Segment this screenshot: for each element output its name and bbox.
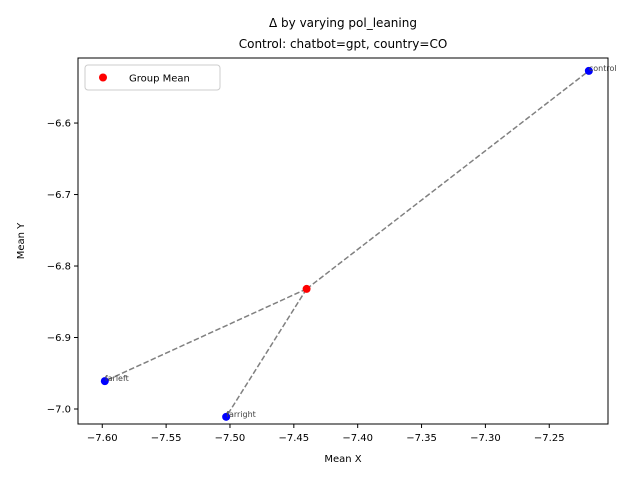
y-tick-label: −6.8: [47, 262, 71, 273]
point-label-farright: farright: [226, 410, 256, 419]
y-axis-ticks: −7.0 −6.9 −6.8 −6.7 −6.6: [47, 119, 78, 415]
y-axis-label: Mean Y: [16, 222, 27, 259]
data-point-control: [584, 66, 593, 75]
legend-marker-group-mean: [99, 73, 107, 82]
x-tick-label: −7.55: [151, 433, 182, 444]
group-mean-point: [302, 284, 311, 293]
chart-subtitle: Control: chatbot=gpt, country=CO: [239, 37, 448, 51]
chart-title: Δ by varying pol_leaning: [269, 16, 417, 30]
x-axis-label: Mean X: [324, 454, 361, 465]
legend-label-group-mean: Group Mean: [129, 74, 190, 85]
x-tick-label: −7.45: [279, 433, 310, 444]
point-label-farleft: farleft: [105, 374, 129, 383]
point-label-control: control: [589, 64, 617, 73]
plot-layer: control farleft farright: [100, 64, 617, 421]
data-point-farleft: [100, 377, 109, 386]
connector-line-farleft: [104, 288, 307, 382]
x-tick-label: −7.35: [406, 433, 437, 444]
y-tick-label: −6.6: [47, 119, 71, 130]
x-tick-label: −7.25: [534, 433, 565, 444]
x-tick-label: −7.30: [470, 433, 501, 444]
x-axis-ticks: −7.60 −7.55 −7.50 −7.45 −7.40 −7.35 −7.30 −7.25: [87, 424, 565, 444]
x-tick-label: −7.50: [215, 433, 246, 444]
y-tick-label: −6.7: [47, 190, 71, 201]
y-tick-label: −7.0: [47, 404, 71, 415]
data-point-farright: [222, 412, 231, 421]
y-tick-label: −6.9: [47, 333, 71, 344]
connector-line-control: [306, 70, 590, 290]
x-tick-label: −7.40: [342, 433, 373, 444]
x-tick-label: −7.60: [87, 433, 118, 444]
legend-box: [84, 64, 221, 91]
plot-frame: [77, 57, 609, 425]
connector-line-farright: [225, 288, 308, 418]
legend: Group Mean: [84, 64, 221, 91]
